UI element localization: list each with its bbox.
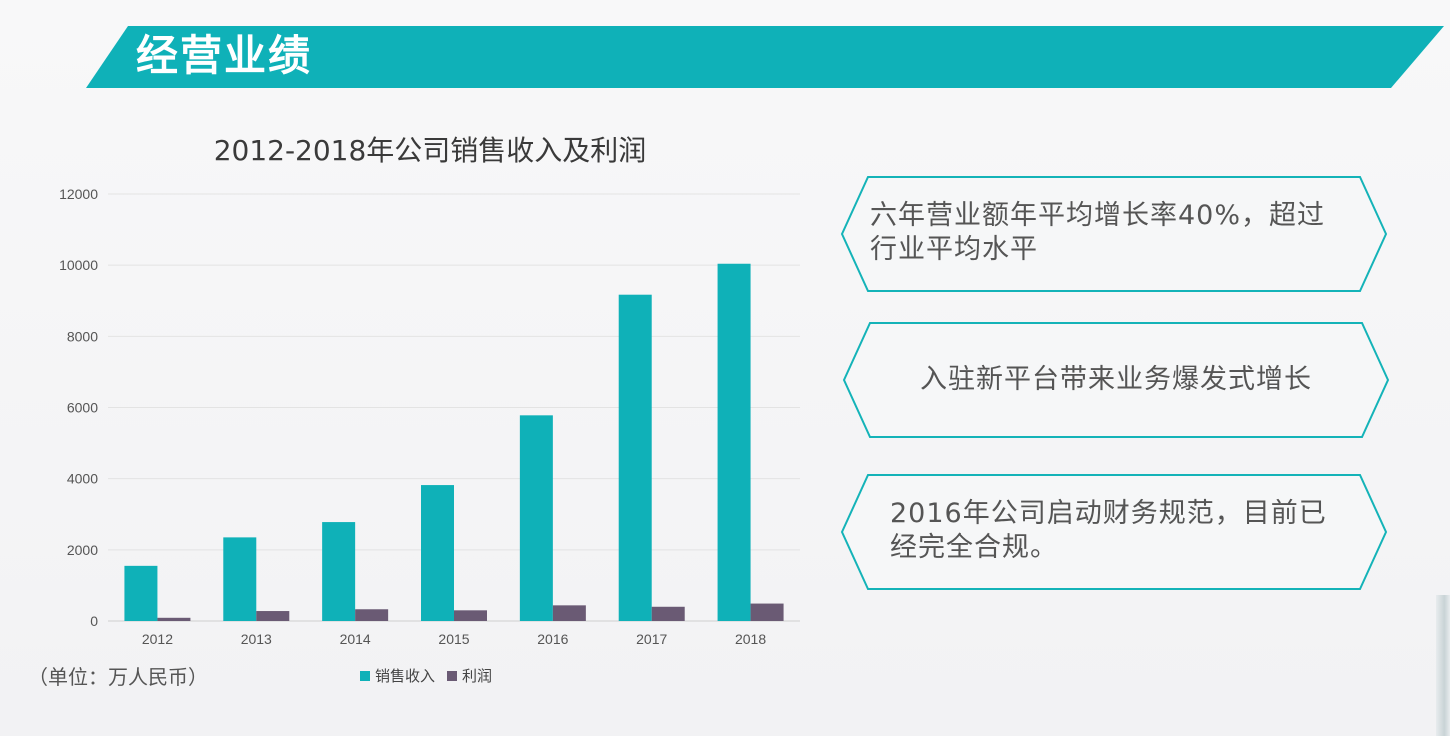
y-tick-label: 2000 [67, 542, 98, 558]
x-tick-label: 2014 [340, 631, 371, 647]
bar-chart: 0 2000 4000 6000 8000 10000 12000 2012 2013 2014 2… [59, 186, 800, 647]
legend-label-profit: 利润 [462, 667, 493, 685]
card-text: 入驻新平台带来业务爆发式增长 [842, 363, 1390, 397]
y-tick-label: 10000 [59, 257, 98, 273]
y-tick-label: 6000 [67, 400, 98, 416]
bar-revenue [322, 522, 356, 621]
bar-revenue [618, 294, 652, 621]
legend-item-revenue: 销售收入 [360, 666, 435, 686]
bar-profit [651, 606, 685, 621]
bar-profit [454, 610, 487, 621]
card-text-line: 2016年公司启动财务规范，目前已 [890, 498, 1327, 529]
bar-revenue [717, 263, 751, 621]
bar-revenue [421, 485, 454, 621]
card-text: 六年营业额年平均增长率40%，超过 行业平均水平 [870, 199, 1325, 267]
card-frame [840, 474, 1388, 590]
y-tick-label: 8000 [67, 328, 98, 344]
bar-profit [355, 609, 389, 621]
x-tick-label: 2013 [241, 631, 272, 647]
card-text-line: 经完全合规。 [890, 532, 1058, 563]
page-title: 经营业绩 [136, 31, 313, 80]
info-card-platform: 入驻新平台带来业务爆发式增长 [842, 321, 1390, 439]
card-frame [842, 322, 1390, 438]
unit-note: （单位：万人民币） [28, 665, 208, 689]
info-card-compliance: 2016年公司启动财务规范，目前已 经完全合规。 [840, 473, 1388, 591]
legend-label-revenue: 销售收入 [375, 667, 436, 685]
title-banner [86, 26, 1444, 88]
info-card-growth: 六年营业额年平均增长率40%，超过 行业平均水平 [840, 175, 1388, 293]
card-text-line: 六年营业额年平均增长率40%，超过 [870, 200, 1326, 231]
bar-profit [750, 603, 784, 621]
legend-swatch-revenue [360, 671, 370, 681]
card-text-line: 行业平均水平 [870, 234, 1038, 265]
card-text-line: 入驻新平台带来业务爆发式增长 [920, 364, 1312, 395]
x-tick-label: 2012 [142, 631, 173, 647]
card-frame [840, 176, 1388, 292]
chart-title: 2012-2018年公司销售收入及利润 [213, 134, 647, 167]
x-tick-label: 2017 [636, 631, 667, 647]
bar-profit [256, 611, 290, 621]
card-text: 2016年公司启动财务规范，目前已 经完全合规。 [890, 497, 1327, 565]
legend-item-profit: 利润 [447, 666, 492, 686]
x-tick-label: 2016 [537, 631, 568, 647]
bar-profit [552, 605, 586, 621]
decorative-edge [1436, 595, 1450, 736]
y-tick-label: 12000 [59, 186, 98, 202]
x-tick-label: 2015 [438, 631, 469, 647]
bar-revenue [519, 415, 553, 621]
y-tick-label: 4000 [67, 471, 98, 487]
chart-legend: 销售收入 利润 [360, 666, 498, 686]
bar-revenue [124, 565, 158, 621]
legend-swatch-profit [447, 671, 458, 681]
x-tick-label: 2018 [735, 631, 766, 647]
bar-profit [157, 617, 191, 621]
bar-revenue [223, 537, 257, 621]
y-tick-label: 0 [90, 613, 98, 629]
